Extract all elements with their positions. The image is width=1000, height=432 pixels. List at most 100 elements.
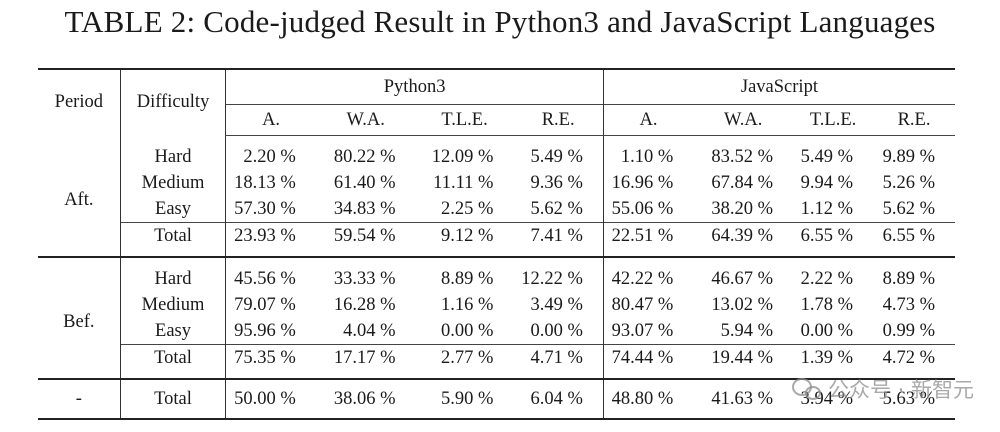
- table-cell: 93.07 %: [602, 318, 694, 345]
- difficulty-label: Medium: [119, 292, 226, 318]
- table-cell: 19.44 %: [693, 344, 794, 379]
- wechat-logo-icon: [791, 378, 822, 400]
- table-cell: 1.16 %: [441, 295, 494, 315]
- table-cell: 67.84 %: [711, 173, 774, 193]
- table-cell: 2.22 %: [793, 256, 874, 292]
- header-metric: W.A.: [315, 104, 416, 136]
- table-cell: 79.07 %: [225, 292, 316, 318]
- table-cell: 12.09 %: [431, 147, 494, 167]
- table-cell: 5.49 %: [530, 147, 583, 167]
- table-cell: 83.52 %: [711, 147, 774, 167]
- table-cell: 12.22 %: [513, 256, 604, 292]
- header-metric: T.L.E.: [793, 104, 874, 136]
- header-metric: W.A.: [693, 104, 794, 136]
- table-cell: 5.62 %: [530, 199, 583, 219]
- table-cell: 33.33 %: [315, 256, 416, 292]
- period-label: Aft.: [64, 189, 94, 210]
- table-cell: 42.22 %: [602, 256, 694, 292]
- table-cell: 38.06 %: [315, 378, 416, 420]
- difficulty-label: Hard: [119, 256, 226, 292]
- table-row: Medium 18.13 % 61.40 % 11.11 % 9.36 % 16.96 %…: [38, 170, 955, 196]
- table-cell: 1.39 %: [793, 344, 874, 379]
- header-difficulty: Difficulty: [119, 68, 226, 136]
- table-cell: 4.71 %: [513, 344, 604, 379]
- results-table: Period Difficulty Python3 JavaScript A. …: [38, 68, 955, 420]
- table-cell: 2.20 %: [225, 135, 316, 170]
- table-cell: 1.78 %: [800, 295, 854, 315]
- table-cell: 64.39 %: [693, 222, 794, 257]
- table-cell: 7.41 %: [513, 222, 604, 257]
- table-cell: 2.25 %: [441, 199, 494, 219]
- table-cell: 4.73 %: [882, 295, 935, 315]
- table-row: Bef. Hard 45.56 % 33.33 % 8.89 % 12.22 % 42.22…: [38, 256, 955, 379]
- table-cell: 22.51 %: [602, 222, 694, 257]
- table-cell: 8.89 %: [873, 256, 955, 292]
- table-cell: 1.10 %: [602, 135, 694, 170]
- period-label: -: [38, 378, 121, 420]
- table-row-total: Total 75.35 % 17.17 % 2.77 % 4.71 % 74.44 % 19…: [38, 344, 955, 379]
- table-cell: 9.12 %: [415, 222, 514, 257]
- header-python3: Python3: [225, 68, 604, 105]
- table-cell: 80.22 %: [333, 147, 396, 167]
- header-metric: T.L.E.: [415, 104, 514, 136]
- difficulty-label: Total: [119, 344, 226, 379]
- table-cell: 8.89 %: [415, 256, 514, 292]
- table-row-total: Total 23.93 % 59.54 % 9.12 % 7.41 % 22.51 % 64…: [38, 222, 955, 257]
- table-cell: 5.94 %: [720, 321, 774, 341]
- table-cell: 6.04 %: [513, 378, 604, 420]
- difficulty-label: Total: [119, 378, 226, 420]
- table-cell: 75.35 %: [225, 344, 316, 379]
- table-cell: 5.63 %: [873, 378, 955, 420]
- header-metric: R.E.: [873, 104, 955, 136]
- table-cell: 1.12 %: [800, 199, 854, 219]
- table-cell: 59.54 %: [315, 222, 416, 257]
- table-cell: 50.00 %: [225, 378, 316, 420]
- table-cell: 4.72 %: [873, 344, 955, 379]
- table-cell: 0.00 %: [530, 321, 583, 341]
- header-metric: R.E.: [513, 104, 604, 136]
- table-cell: 41.63 %: [693, 378, 794, 420]
- table-cell: 5.49 %: [800, 147, 854, 167]
- table-cell: 9.36 %: [530, 173, 583, 193]
- table-cell: 45.56 %: [225, 256, 316, 292]
- table-row: Easy 57.30 % 34.83 % 2.25 % 5.62 % 55.06 % 38.…: [38, 196, 955, 223]
- table-cell: 57.30 %: [225, 196, 316, 223]
- difficulty-label: Hard: [119, 135, 226, 170]
- table-cell: 17.17 %: [315, 344, 416, 379]
- table-cell: 11.11 %: [433, 173, 494, 193]
- table-cell: 9.94 %: [800, 173, 854, 193]
- table-cell: 55.06 %: [602, 196, 694, 223]
- table-cell: 18.13 %: [225, 170, 316, 196]
- table-cell: 46.67 %: [693, 256, 794, 292]
- watermark: 公众号 · 新智元: [791, 374, 974, 404]
- table-caption: TABLE 2: Code-judged Result in Python3 a…: [64, 4, 936, 39]
- table-row: Aft. Hard 2.20 % 80.22 % 12.09 % 5.49 % 1.10 %…: [38, 135, 955, 210]
- table-cell: 95.96 %: [225, 318, 316, 345]
- table-cell: 34.83 %: [333, 199, 396, 219]
- header-period: Period: [38, 68, 121, 136]
- table-cell: 80.47 %: [602, 292, 694, 318]
- table-cell: 16.28 %: [333, 295, 396, 315]
- table-cell: 9.89 %: [882, 147, 935, 167]
- header-metric: A.: [602, 104, 694, 136]
- table-cell: 61.40 %: [333, 173, 396, 193]
- difficulty-label: Easy: [119, 318, 226, 345]
- table-cell: 4.04 %: [343, 321, 396, 341]
- table-cell: 3.49 %: [530, 295, 583, 315]
- table-cell: 74.44 %: [602, 344, 694, 379]
- watermark-text: 公众号 · 新智元: [827, 378, 974, 402]
- table-cell: 5.62 %: [882, 199, 935, 219]
- period-label: Bef.: [38, 256, 121, 379]
- table-cell: 2.77 %: [415, 344, 514, 379]
- table-cell: 13.02 %: [711, 295, 774, 315]
- table-cell: 16.96 %: [602, 170, 694, 196]
- table-cell: 6.55 %: [873, 222, 955, 257]
- table-cell: 0.00 %: [800, 321, 854, 341]
- difficulty-label: Medium: [119, 170, 226, 196]
- table-cell: 23.93 %: [225, 222, 316, 257]
- table-cell: 48.80 %: [602, 378, 694, 420]
- header-metric: A.: [225, 104, 316, 136]
- table-cell: 5.90 %: [415, 378, 514, 420]
- difficulty-label: Easy: [119, 196, 226, 223]
- table-row-overall: - Total 50.00 % 38.06 % 5.90 % 6.04 % 48.80 % 4…: [38, 378, 955, 420]
